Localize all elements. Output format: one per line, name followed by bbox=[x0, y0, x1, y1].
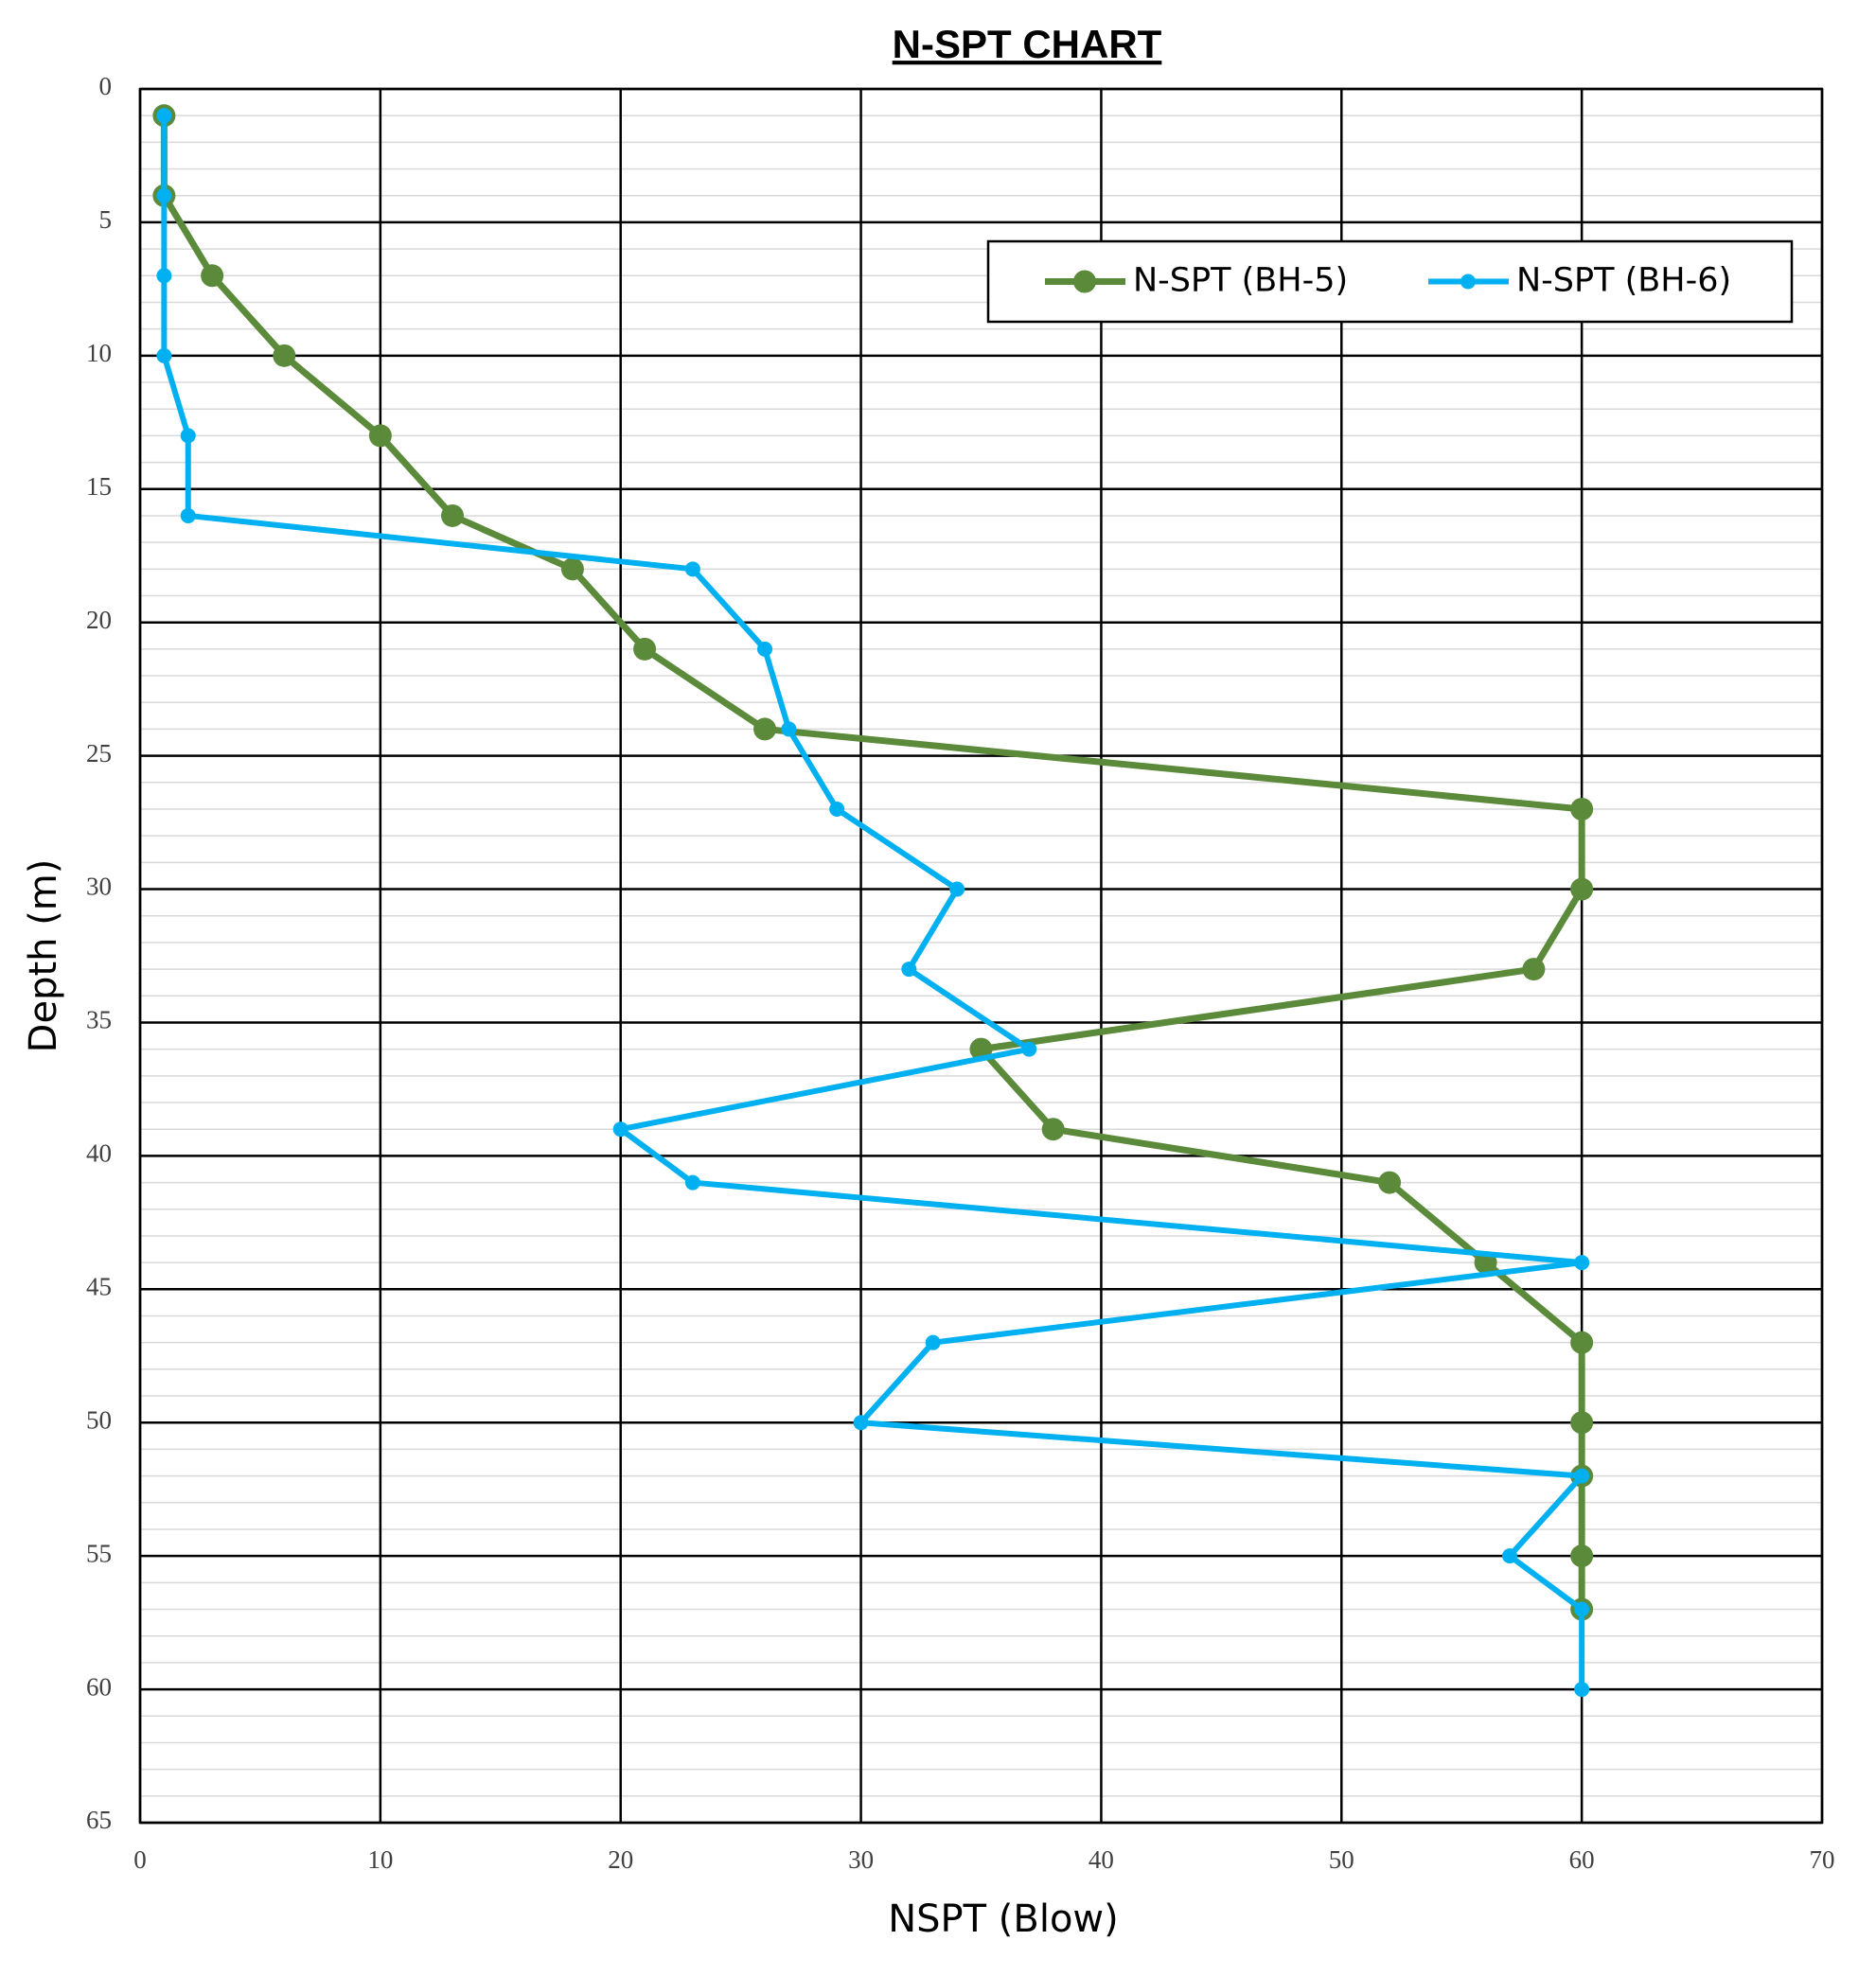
x-axis-title: NSPT (Blow) bbox=[888, 1897, 1119, 1941]
y-tick-label: 25 bbox=[86, 739, 112, 767]
x-tick-label: 50 bbox=[1329, 1845, 1354, 1874]
y-tick-label: 60 bbox=[86, 1672, 112, 1701]
series-line bbox=[161, 115, 1585, 1690]
data-point bbox=[156, 108, 172, 124]
data-point bbox=[1378, 1171, 1402, 1194]
data-point bbox=[273, 344, 296, 367]
data-point bbox=[781, 721, 797, 737]
data-point bbox=[901, 962, 917, 978]
data-point bbox=[1574, 1682, 1590, 1698]
x-tick-label: 70 bbox=[1810, 1845, 1835, 1874]
y-tick-label: 10 bbox=[86, 339, 112, 367]
x-tick-label: 40 bbox=[1088, 1845, 1114, 1874]
y-tick-label: 15 bbox=[86, 472, 112, 501]
data-point bbox=[156, 187, 172, 203]
y-tick-label: 35 bbox=[86, 1006, 112, 1034]
y-tick-label: 0 bbox=[99, 72, 113, 100]
data-point bbox=[441, 503, 465, 527]
data-point bbox=[1522, 958, 1546, 981]
y-tick-label: 45 bbox=[86, 1273, 112, 1301]
plot-border bbox=[138, 87, 1824, 1825]
data-point bbox=[201, 264, 224, 288]
legend-marker bbox=[1073, 270, 1096, 293]
data-point bbox=[1570, 1411, 1594, 1435]
data-point bbox=[1570, 877, 1594, 901]
legend-marker bbox=[1460, 273, 1476, 290]
data-point bbox=[853, 1415, 869, 1431]
y-tick-label: 20 bbox=[86, 606, 112, 634]
y-tick-label: 55 bbox=[86, 1539, 112, 1567]
data-point bbox=[368, 424, 392, 448]
data-point bbox=[925, 1334, 941, 1350]
x-tick-label: 10 bbox=[367, 1845, 393, 1874]
data-point bbox=[1570, 797, 1594, 820]
data-point bbox=[684, 1174, 700, 1191]
x-tick-label: 30 bbox=[848, 1845, 874, 1874]
x-tick-label: 0 bbox=[133, 1845, 147, 1874]
data-point bbox=[156, 347, 172, 363]
data-point bbox=[1574, 1601, 1590, 1617]
y-tick-label: 65 bbox=[86, 1806, 112, 1834]
data-point bbox=[156, 268, 172, 284]
data-point bbox=[757, 641, 773, 657]
y-axis-title: Depth (m) bbox=[22, 859, 65, 1053]
legend-label: N-SPT (BH-6) bbox=[1516, 262, 1731, 300]
data-point bbox=[1574, 1468, 1590, 1484]
data-point bbox=[1501, 1548, 1517, 1564]
data-point bbox=[1041, 1118, 1065, 1141]
y-tick-label: 40 bbox=[86, 1139, 112, 1168]
y-tick-label: 30 bbox=[86, 873, 112, 901]
data-point bbox=[829, 801, 845, 817]
x-tick-label: 20 bbox=[608, 1845, 633, 1874]
data-point bbox=[1570, 1331, 1594, 1354]
data-point bbox=[1570, 1544, 1594, 1568]
data-point bbox=[684, 561, 700, 577]
chart-title: N-SPT CHART bbox=[893, 22, 1162, 66]
data-point bbox=[612, 1121, 628, 1138]
data-point bbox=[1574, 1255, 1590, 1271]
data-point bbox=[753, 717, 777, 741]
data-point bbox=[180, 428, 196, 444]
legend-label: N-SPT (BH-5) bbox=[1133, 262, 1348, 300]
data-point bbox=[180, 507, 196, 523]
x-tick-label: 60 bbox=[1569, 1845, 1595, 1874]
data-point bbox=[633, 637, 657, 661]
data-point bbox=[949, 881, 965, 897]
data-point bbox=[1021, 1041, 1037, 1057]
y-tick-label: 50 bbox=[86, 1405, 112, 1434]
y-tick-label: 5 bbox=[99, 205, 113, 234]
data-point bbox=[560, 557, 584, 581]
